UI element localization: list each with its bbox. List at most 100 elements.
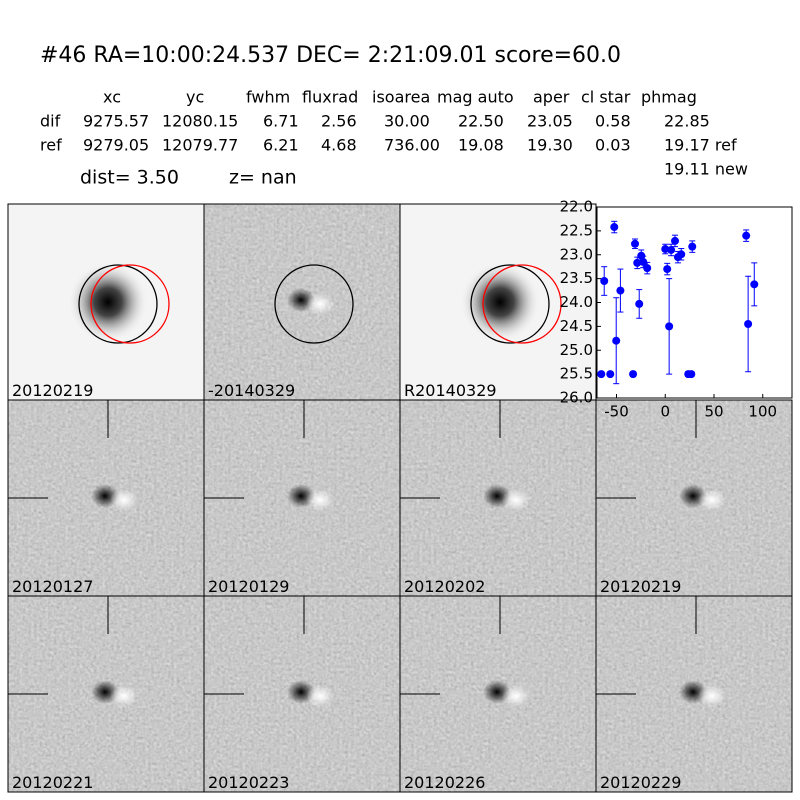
- y-tick-label: 23.5: [560, 269, 593, 287]
- panel-label: 20120129: [208, 577, 289, 596]
- cell: 19.17 ref: [664, 136, 737, 155]
- cell: 4.68: [321, 136, 357, 155]
- point: [612, 336, 621, 345]
- aperture: [470, 264, 550, 344]
- point: [643, 264, 652, 273]
- residual-light: [502, 489, 530, 511]
- column-header: phmag: [641, 88, 697, 107]
- cell: 0.58: [595, 112, 631, 131]
- image-panel: 20120229: [595, 595, 793, 793]
- cell: 9279.05: [83, 136, 149, 155]
- cell: 736.00: [384, 136, 440, 155]
- residual-light: [306, 293, 334, 315]
- point: [629, 370, 638, 379]
- point: [639, 257, 648, 266]
- cell: 6.71: [263, 112, 299, 131]
- image-panel: 20120202: [399, 399, 597, 597]
- point: [677, 250, 686, 259]
- y-tick-label: 23.0: [560, 245, 593, 263]
- cell: 6.21: [263, 136, 299, 155]
- x-tick-label: 0: [660, 403, 670, 421]
- x-tick-label: -50: [604, 403, 629, 421]
- point: [744, 319, 753, 328]
- y-tick-label: 22.5: [560, 221, 593, 239]
- image-panel: -20140329: [203, 203, 401, 401]
- panel-label: 20120219: [600, 577, 681, 596]
- point: [663, 265, 672, 274]
- point: [597, 370, 606, 379]
- panel-label: 20120219: [12, 381, 93, 400]
- point: [633, 258, 642, 267]
- y-tick-label: 26.0: [560, 389, 593, 407]
- cell: 19.08: [458, 136, 504, 155]
- z: z= nan: [229, 167, 297, 189]
- aperture-ref: [482, 264, 562, 344]
- row-label: dif: [40, 112, 61, 131]
- residual-light: [110, 489, 138, 511]
- cell: 19.30: [527, 136, 573, 155]
- point: [742, 231, 751, 240]
- column-header: fluxrad: [302, 88, 358, 107]
- cell: 9275.57: [83, 112, 149, 131]
- cell: 22.85: [664, 112, 710, 131]
- extra-note: 19.11 new: [664, 160, 748, 179]
- point: [688, 242, 697, 251]
- residual-light: [306, 489, 334, 511]
- panel-label: 20120226: [404, 773, 485, 792]
- image-panel: 20120127: [7, 399, 205, 597]
- x-tick-label: 50: [704, 403, 723, 421]
- aperture: [274, 264, 354, 344]
- point: [600, 277, 609, 286]
- point: [616, 286, 625, 295]
- y-tick-label: 22.0: [560, 198, 593, 216]
- panel-label: 20120221: [12, 773, 93, 792]
- residual-light: [110, 685, 138, 707]
- plot-bg: [596, 206, 793, 399]
- point: [610, 223, 619, 232]
- panel-label: 20120223: [208, 773, 289, 792]
- y-tick-label: 24.0: [560, 293, 593, 311]
- y-tick-label: 25.0: [560, 341, 593, 359]
- column-header: cl star: [581, 88, 631, 107]
- column-header: fwhm: [246, 88, 290, 107]
- point: [671, 236, 679, 245]
- image-panel: 20120219: [595, 399, 793, 597]
- panel-label: -20140329: [208, 381, 295, 400]
- image-panel: 20120129: [203, 399, 401, 597]
- image-panel: 20120221: [7, 595, 205, 793]
- point: [635, 299, 644, 308]
- point: [687, 370, 696, 379]
- cell: 23.05: [527, 112, 573, 131]
- image-panel: 20120223: [203, 595, 401, 793]
- image-panel: R20140329: [399, 203, 597, 401]
- column-header: yc: [186, 88, 204, 107]
- title: #46 RA=10:00:24.537 DEC= 2:21:09.01 scor…: [40, 43, 621, 68]
- aperture: [78, 264, 158, 344]
- panel-label: 20120229: [600, 773, 681, 792]
- aperture-ref: [90, 264, 170, 344]
- image-panel: 20120226: [399, 595, 597, 793]
- y-tick-label: 24.5: [560, 317, 593, 335]
- residual-light: [502, 685, 530, 707]
- residual-light: [698, 489, 726, 511]
- column-header: xc: [103, 88, 121, 107]
- x-tick-label: 100: [748, 403, 777, 421]
- cell: 22.50: [458, 112, 504, 131]
- point: [665, 322, 674, 331]
- column-header: isoarea: [372, 88, 430, 107]
- cell: 12080.15: [162, 112, 238, 131]
- column-header: mag auto: [437, 88, 514, 107]
- point: [667, 245, 676, 254]
- point: [631, 239, 640, 248]
- column-header: aper: [533, 88, 570, 107]
- panel-label: 20120202: [404, 577, 485, 596]
- residual-light: [306, 685, 334, 707]
- panel-label: 20120127: [12, 577, 93, 596]
- cell: 0.03: [595, 136, 631, 155]
- residual-light: [698, 685, 726, 707]
- dist: dist= 3.50: [80, 167, 179, 189]
- image-panel: 20120219: [7, 203, 205, 401]
- point: [750, 280, 759, 289]
